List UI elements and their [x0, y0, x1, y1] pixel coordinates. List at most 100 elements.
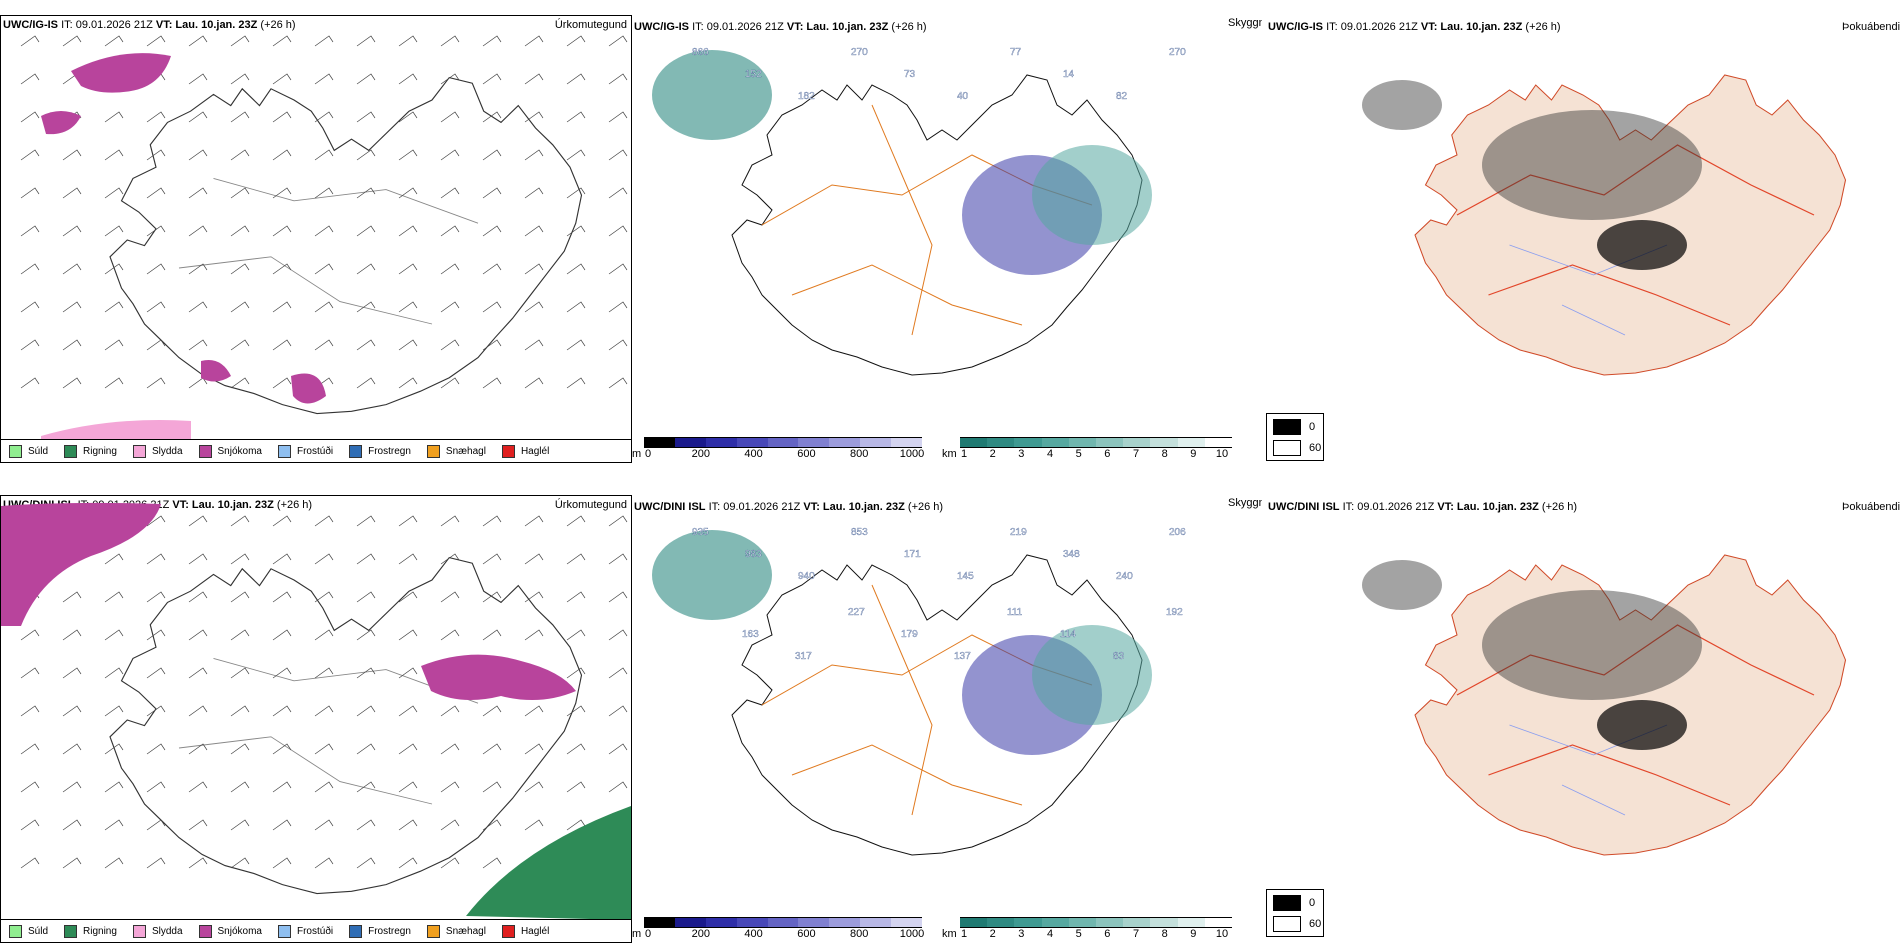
wind-barb [230, 781, 250, 793]
wind-barb [566, 35, 586, 47]
wind-barb [356, 111, 376, 123]
wind-barb [20, 263, 40, 275]
legend-label: Súld [28, 925, 49, 937]
wind-barb [608, 553, 628, 565]
legend-item: Snæhagl [426, 444, 486, 458]
wind-barb [230, 591, 250, 603]
wind-barb [20, 225, 40, 237]
colorbar-unit: km [942, 928, 957, 940]
wind-barb [146, 553, 166, 565]
wind-barb [146, 857, 166, 869]
wind-barb [356, 301, 376, 313]
wind-barb [314, 857, 334, 869]
wind-barb [524, 705, 544, 717]
legend-label: Rigning [83, 445, 117, 457]
wind-barb [146, 301, 166, 313]
wind-barb [62, 857, 82, 869]
wind-barb [146, 377, 166, 389]
wind-barb [104, 301, 124, 313]
wind-barb [524, 515, 544, 527]
wind-barb [356, 629, 376, 641]
legend-item: Frostregn [349, 924, 411, 938]
wind-barb [608, 339, 628, 351]
ceiling-value-label: 866 [692, 47, 709, 58]
wind-barb [272, 377, 292, 389]
wind-barb [524, 553, 544, 565]
wind-barb [356, 743, 376, 755]
wind-barb [440, 629, 460, 641]
wind-barb [230, 225, 250, 237]
colorbar-segment [860, 437, 892, 448]
wind-barb [188, 705, 208, 717]
wind-barb [314, 35, 334, 47]
wind-barb [398, 591, 418, 603]
wind-barb [482, 705, 502, 717]
wind-barb [356, 339, 376, 351]
low-visibility-area [652, 530, 772, 620]
wind-barb [230, 515, 250, 527]
colorbar-tick-label: 8 [1161, 928, 1168, 940]
wind-barb [482, 339, 502, 351]
wind-barb [272, 263, 292, 275]
ceiling-value-label: 111 [1007, 607, 1023, 618]
wind-barb [608, 301, 628, 313]
wind-barb [314, 629, 334, 641]
wind-barb [62, 339, 82, 351]
colorbar-segment [705, 437, 738, 448]
wind-barb [608, 111, 628, 123]
wind-barb [20, 111, 40, 123]
wind-barb [524, 629, 544, 641]
legend-item: Snjókoma [198, 444, 262, 458]
wind-barb [272, 705, 292, 717]
wind-barb [104, 263, 124, 275]
ceiling-value-label: 317 [795, 651, 812, 662]
legend-label: Frostúði [296, 925, 334, 937]
wind-barb [524, 743, 544, 755]
wind-barb [356, 225, 376, 237]
wind-barb [188, 667, 208, 679]
ceiling-value-label: 14 [1063, 69, 1075, 80]
wind-barb [188, 743, 208, 755]
colorbar-unit: km [942, 448, 957, 460]
wind-barb [314, 263, 334, 275]
wind-barb [524, 377, 544, 389]
legend-swatch [132, 444, 146, 458]
wind-barb [482, 515, 502, 527]
wind-barb [356, 263, 376, 275]
wind-barb [272, 667, 292, 679]
wind-barb [524, 187, 544, 199]
legend-label: Haglél [520, 925, 550, 937]
colorbar-tick-label: 2 [989, 448, 996, 460]
wind-barb [20, 35, 40, 47]
wind-barb [482, 187, 502, 199]
wind-barb [272, 149, 292, 161]
wind-barb [62, 819, 82, 831]
wind-barb [440, 339, 460, 351]
snow-area [71, 53, 171, 93]
iceland-outline-group [731, 74, 1143, 376]
wind-barb [230, 149, 250, 161]
wind-barb [440, 73, 460, 85]
road-lines [178, 177, 479, 325]
colorbar-tick-label: 800 [850, 448, 869, 460]
wind-barb [62, 263, 82, 275]
ceiling-value-label: 227 [848, 607, 865, 618]
wind-barb [230, 187, 250, 199]
wind-barb [524, 225, 544, 237]
wind-barb [104, 705, 124, 717]
colorbar-segment [829, 437, 861, 448]
wind-barb [440, 781, 460, 793]
wind-barb [524, 149, 544, 161]
wind-barb [482, 149, 502, 161]
wind-barb [314, 301, 334, 313]
wind-barb [20, 301, 40, 313]
cloud-ceiling-colorbar: m 0 200 400 600 800 1000 [632, 435, 938, 463]
wind-barb [272, 225, 292, 237]
panel-header: UWC/IG-IS IT: 09.01.2026 21Z VT: Lau. 10… [634, 21, 927, 33]
wind-barb [566, 743, 586, 755]
visibility-panel-bottom: UWC/DINI ISL IT: 09.01.2026 21Z VT: Lau.… [632, 495, 1264, 943]
wind-barb [188, 73, 208, 85]
fog-legend-item: 0 [1273, 895, 1315, 911]
fog-index-legend: 0 60 [1266, 413, 1324, 461]
fog-legend-swatch [1273, 440, 1301, 456]
